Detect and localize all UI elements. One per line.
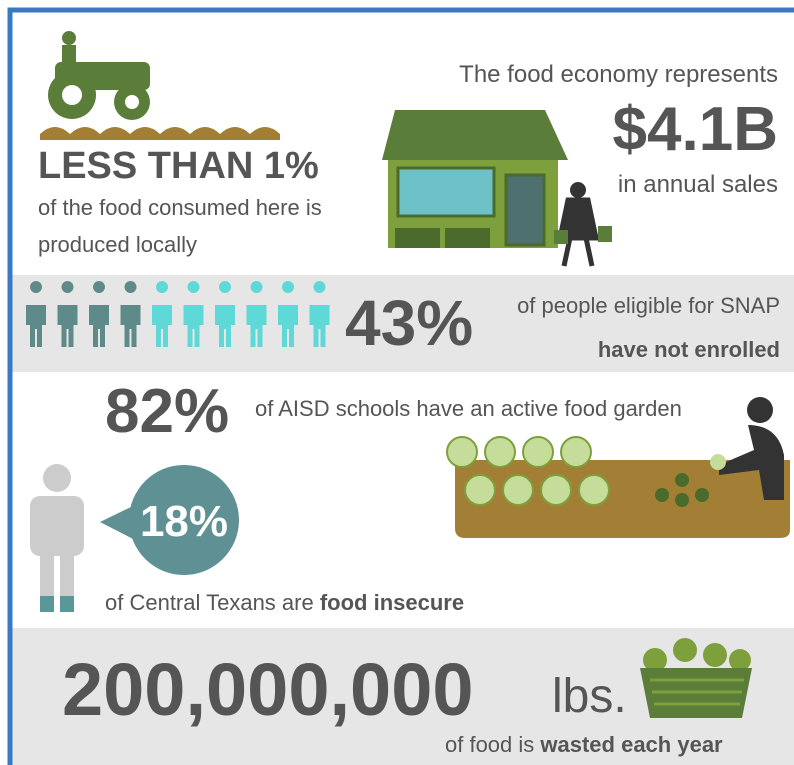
headline: $4.1B — [613, 95, 778, 164]
body-text: of food is wasted each year — [445, 732, 723, 757]
headline: 18% — [140, 497, 228, 546]
body-text-bold: food insecure — [320, 590, 464, 615]
infographic: LESS THAN 1% of the food consumed here i… — [0, 0, 794, 765]
body-text: produced locally — [38, 232, 197, 257]
body-text: have not enrolled — [598, 337, 780, 362]
body-text-bold: wasted each year — [539, 732, 723, 757]
body-text: in annual sales — [618, 171, 778, 198]
body-text: of the food consumed here is — [38, 195, 322, 220]
headline: LESS THAN 1% — [38, 145, 319, 187]
headline: 43% — [345, 287, 473, 359]
page: LESS THAN 1% of the food consumed here i… — [0, 0, 794, 765]
headline: 200,000,000 — [62, 648, 474, 731]
body-text: The food economy represents — [459, 61, 778, 88]
body-text: of Central Texans are — [105, 590, 320, 615]
body-text: of food is — [445, 732, 540, 757]
body-text: of AISD schools have an active food gard… — [255, 396, 682, 421]
body-text: of Central Texans are food insecure — [105, 590, 464, 615]
body-text: of people eligible for SNAP — [517, 293, 780, 318]
unit: lbs. — [552, 670, 627, 723]
headline: 82% — [105, 377, 229, 446]
